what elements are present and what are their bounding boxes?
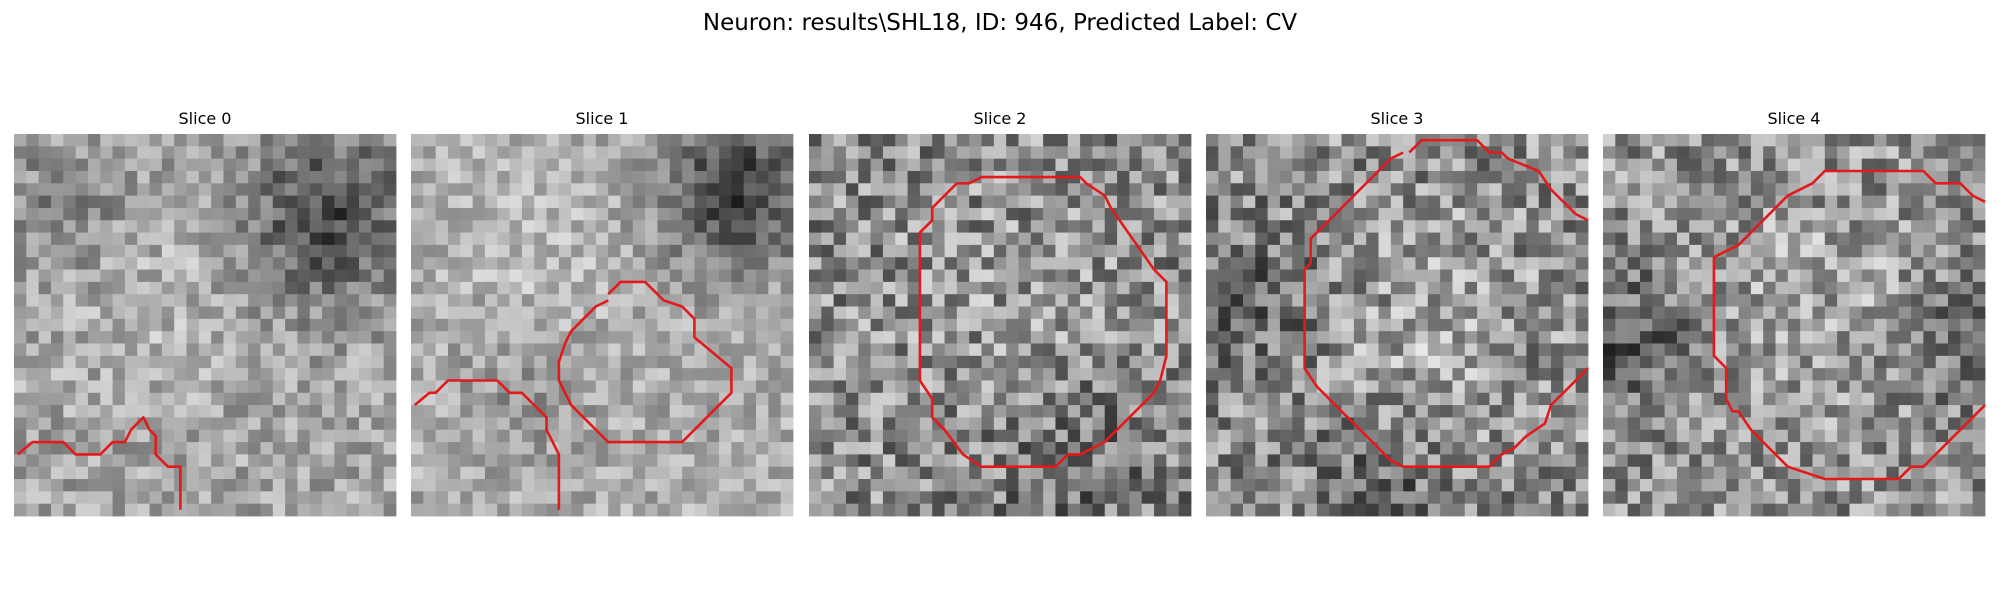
slice-3-image [1206,134,1589,517]
slice-3-title: Slice 3 [1370,109,1424,128]
slice-1-contour-1 [557,280,733,444]
slice-1-title: Slice 1 [575,109,629,128]
slice-4-contour-0 [1712,169,1986,481]
slice-0-title: Slice 0 [178,109,232,128]
slice-0-contour-0 [16,416,182,510]
slice-3-contour-0 [1408,138,1589,222]
slice-2-title: Slice 2 [973,109,1027,128]
slice-2-contour-0 [918,175,1168,469]
slice-0-image [14,134,397,517]
slice-3-contour-1 [1303,151,1589,469]
slice-2-image [809,134,1192,517]
slice-4-title: Slice 4 [1767,109,1821,128]
slice-4-image [1603,134,1986,517]
slice-1-contour-0 [413,379,561,510]
figure-title: Neuron: results\SHL18, ID: 946, Predicte… [702,10,1298,36]
slice-1-image [411,134,794,517]
